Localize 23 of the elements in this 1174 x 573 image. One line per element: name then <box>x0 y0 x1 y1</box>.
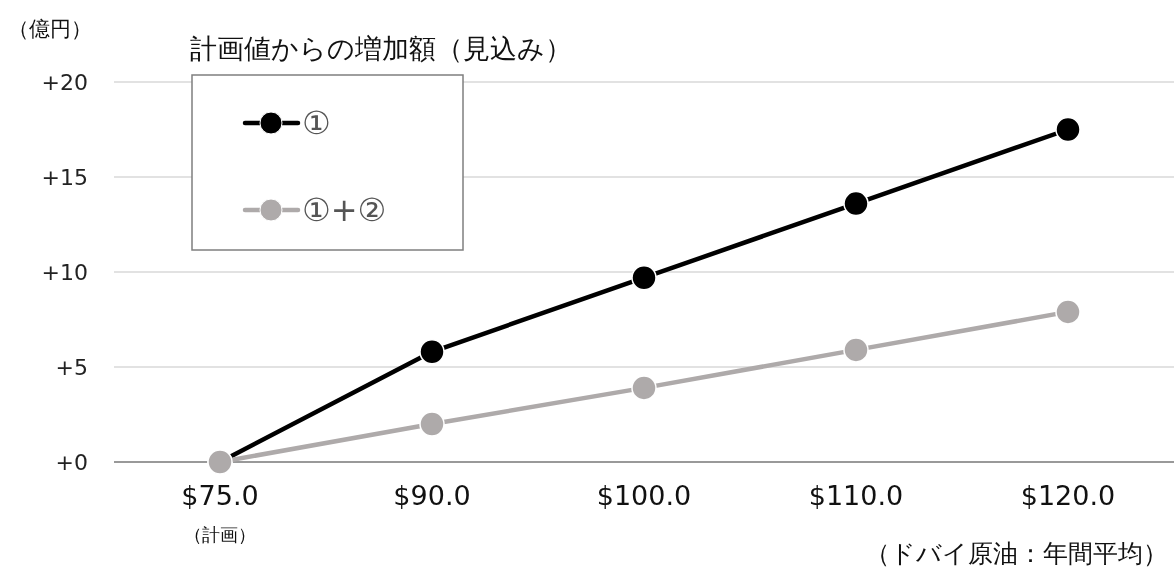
point <box>419 411 445 437</box>
point <box>843 190 869 217</box>
point <box>843 337 869 363</box>
point <box>1055 116 1081 143</box>
legend-label: ①+② <box>302 191 387 229</box>
y-axis-title: （億円） <box>8 17 92 41</box>
y-tick-label: +15 <box>41 165 88 190</box>
point <box>419 339 445 365</box>
point <box>1055 299 1081 325</box>
y-tick-label: +10 <box>41 260 88 285</box>
y-tick-label: +5 <box>55 355 88 380</box>
x-tick-label: $120.0 <box>1020 480 1116 511</box>
x-tick-label: $90.0 <box>393 480 471 511</box>
chart-title: 計画値からの増加額（見込み） <box>190 33 572 64</box>
point <box>631 375 657 401</box>
x-axis-title: （ドバイ原油：年間平均） <box>865 539 1168 568</box>
point <box>631 264 657 291</box>
legend-label: ① <box>302 104 331 142</box>
x-tick-label: $110.0 <box>808 480 904 511</box>
x-tick-label: $100.0 <box>596 480 692 511</box>
y-tick-label: +20 <box>41 70 88 95</box>
x-tick-label: $75.0 （計画） <box>181 480 259 545</box>
y-tick-label: +0 <box>55 450 88 475</box>
